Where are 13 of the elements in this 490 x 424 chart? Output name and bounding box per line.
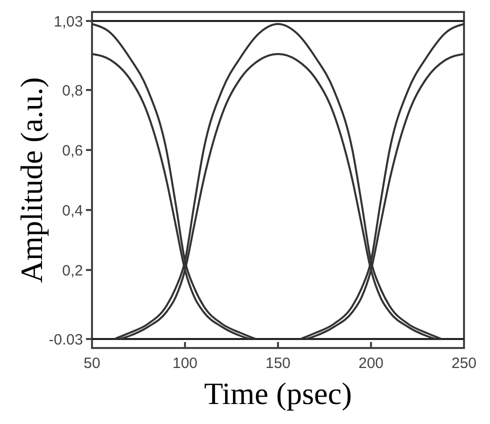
x-tick-label: 100 [172, 355, 198, 372]
x-tick-label: 50 [84, 355, 100, 372]
x-tick-label: 250 [451, 355, 477, 372]
y-tick-label: 1,03 [54, 13, 83, 30]
x-tick-label: 150 [265, 355, 291, 372]
y-axis-title: Amplitude (a.u.) [14, 77, 49, 283]
x-tick-label: 200 [358, 355, 384, 372]
y-tick-label: 0,4 [62, 202, 83, 220]
x-axis-title: Time (psec) [204, 376, 352, 411]
y-tick-label: 0,6 [62, 142, 83, 160]
y-tick-label: -0.03 [48, 331, 83, 348]
y-tick-label: 0,2 [62, 262, 83, 280]
y-tick-label: 0,8 [62, 82, 83, 100]
